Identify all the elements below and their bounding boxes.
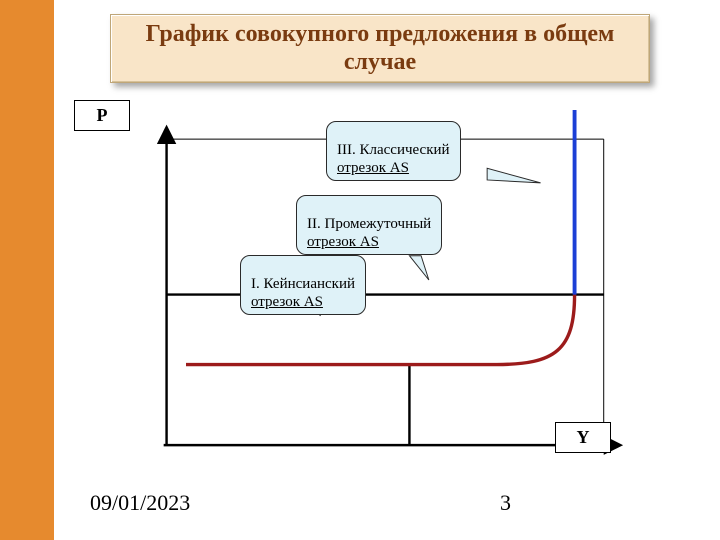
callout-text: II. Промежуточный отрезок AS [307,216,431,249]
axis-label-p: P [74,100,130,131]
slide-title: График совокупного предложения в общем с… [110,14,650,83]
callout-keynesian: I. Кейнсианский отрезок AS [240,255,366,315]
left-rail [0,0,54,540]
callout-text: III. Классический отрезок AS [337,142,450,175]
callout-classical: III. Классический отрезок AS [326,121,461,181]
axis-label-y: Y [555,422,611,453]
callout-intermediate: II. Промежуточный отрезок AS [296,195,442,255]
footer-page-number: 3 [500,490,511,516]
callout-text: I. Кейнсианский отрезок AS [251,276,355,309]
footer-date: 09/01/2023 [90,490,190,516]
